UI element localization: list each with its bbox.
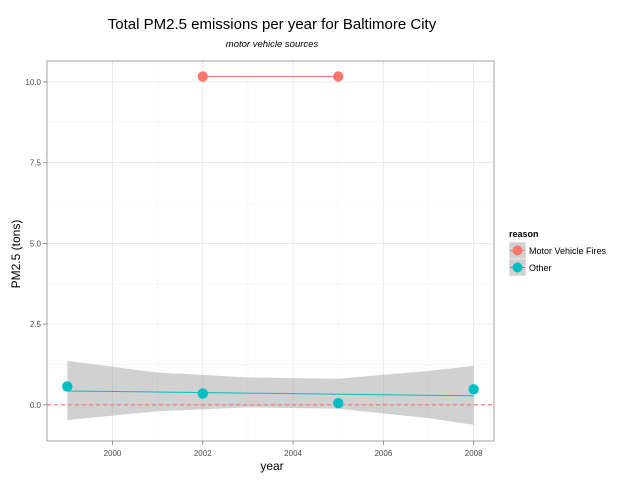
legend-label: Motor Vehicle Fires [529, 246, 607, 256]
axes: 2000 2002 2004 2006 2008 0.0 2.5 5.0 7.5 10.0 [25, 78, 483, 458]
legend-title: reason [509, 229, 539, 239]
x-tick-label: 2008 [465, 449, 483, 458]
x-tick-label: 2002 [194, 449, 212, 458]
y-tick-label: 10.0 [25, 78, 41, 87]
data-point [197, 71, 208, 82]
legend-key-point [512, 245, 523, 256]
y-tick-label: 0.0 [30, 401, 42, 410]
legend: reason Motor Vehicle Fires Other [508, 229, 607, 277]
x-axis-label: year [260, 459, 283, 473]
chart-title: Total PM2.5 emissions per year for Balti… [108, 16, 437, 33]
y-axis-label: PM2.5 (tons) [9, 220, 23, 289]
data-point [468, 384, 479, 395]
y-tick-label: 2.5 [30, 320, 42, 329]
chart-subtitle: motor vehicle sources [226, 39, 319, 50]
y-tick-label: 5.0 [30, 239, 42, 248]
x-tick-label: 2000 [104, 449, 122, 458]
x-tick-label: 2006 [374, 449, 392, 458]
data-point [333, 71, 344, 82]
y-tick-label: 7.5 [30, 159, 42, 168]
plot-panel [46, 60, 495, 442]
fit-line-1 [67, 390, 474, 397]
legend-label: Other [529, 263, 552, 273]
x-tick-label: 2004 [284, 449, 302, 458]
data-point [62, 381, 73, 392]
panel-background [47, 61, 494, 441]
data-point [197, 388, 208, 399]
panel-border [46, 60, 495, 442]
legend-key-point [512, 262, 523, 273]
data-point [333, 398, 344, 409]
